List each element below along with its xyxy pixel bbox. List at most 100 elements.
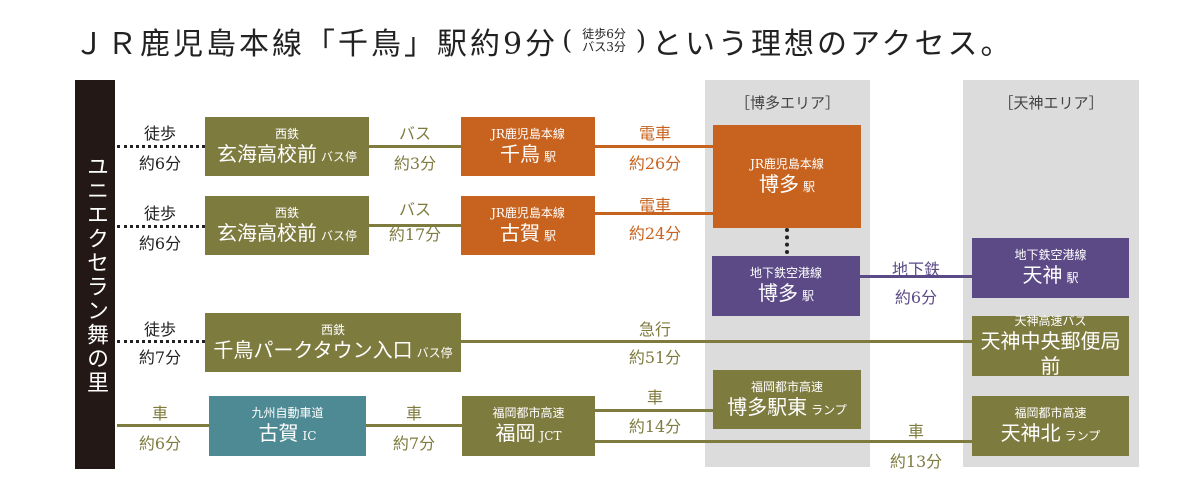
r2-bus-stop-name: 玄海高校前	[216, 220, 317, 245]
title-sub-walk: 徒歩6分	[582, 27, 626, 41]
r2-bus-stop: 西鉄 玄海高校前 バス停	[205, 196, 369, 255]
r4-car1-mode: 車	[151, 404, 168, 423]
tenjin-subway-station: 地下鉄空港線 天神駅	[972, 238, 1129, 298]
r1-bus-stop: 西鉄 玄海高校前 バス停	[205, 117, 369, 176]
r2-station-line: JR鹿児島本線	[491, 205, 565, 220]
title-sub-bus: バス3分	[582, 40, 626, 54]
r3-bus-stop-suffix: バス停	[416, 345, 453, 360]
r1-bus-mode: バス	[398, 124, 431, 143]
r4-junction-road: 福岡都市高速	[492, 406, 565, 420]
page-title: ＪＲ鹿児島本線「千鳥」駅約9分 ( 徒歩6分 バス3分 ) という理想のアクセス…	[74, 16, 1014, 66]
hakata-area-label: ［博多エリア］	[734, 94, 840, 112]
r3-walk-mode: 徒歩	[143, 320, 176, 339]
r4-car4-line	[595, 440, 973, 443]
r1-bus-stop-operator: 西鉄	[274, 126, 299, 141]
hakata-ramp: 福岡都市高速 博多駅東 ランプ	[713, 370, 861, 429]
r3-express-line	[460, 340, 973, 343]
origin-label: ユニエクセラン舞の里	[83, 154, 108, 395]
r4-interchange: 九州自動車道 古賀 IC	[209, 396, 366, 456]
r1-walk-line	[117, 145, 205, 148]
r3-bus-stop-operator: 西鉄	[320, 322, 345, 337]
r4-junction-name: 福岡	[495, 421, 536, 445]
hakata-jr-name: 博多	[758, 171, 799, 196]
title-main-b: という理想のアクセス。	[652, 27, 1014, 62]
r4-interchange-road: 九州自動車道	[251, 406, 324, 420]
origin-bar: ユニエクセラン舞の里	[75, 80, 115, 469]
tenjin-subway-line: 地下鉄空港線	[1014, 248, 1087, 262]
r1-station-line: JR鹿児島本線	[491, 126, 565, 141]
r2-bus-mode: バス	[398, 200, 431, 219]
tenjin-bus-stop: 天神高速バス 天神中央郵便局前	[972, 313, 1129, 378]
r1-station: JR鹿児島本線 千鳥駅	[461, 117, 595, 176]
r2-walk-line	[117, 225, 205, 228]
title-paren-close: )	[635, 26, 647, 56]
r2-station: JR鹿児島本線 古賀駅	[461, 196, 595, 255]
r1-walk-mode: 徒歩	[143, 124, 176, 143]
r4-car3-mode: 車	[646, 388, 663, 407]
r4-car2-time: 約7分	[392, 434, 436, 453]
r3-bus-stop: 西鉄 千鳥パークタウン入口 バス停	[205, 313, 461, 372]
r4-car3-line	[595, 409, 713, 412]
r4-car4-time: 約13分	[889, 452, 943, 471]
hakata-transfer-dots	[785, 228, 793, 254]
r2-bus-stop-operator: 西鉄	[274, 205, 299, 220]
tenjin-subway-suffix: 駅	[1066, 271, 1079, 285]
tenjin-bus-operator: 天神高速バス	[1014, 313, 1087, 328]
r1-train-time: 約26分	[628, 154, 682, 173]
hakata-subway-suffix: 駅	[801, 289, 814, 303]
r4-car1-line	[117, 424, 209, 427]
r1-station-name: 千鳥	[499, 141, 540, 166]
tenjin-ramp-road: 福岡都市高速	[1014, 406, 1087, 420]
r3-express-mode: 急行	[638, 320, 671, 339]
r4-car2-mode: 車	[405, 404, 422, 423]
r2-bus-line	[369, 224, 461, 227]
r4-car2-line	[366, 424, 462, 427]
r1-bus-line	[369, 145, 461, 148]
r4-interchange-suffix: IC	[302, 429, 317, 443]
hakata-jr-line: JR鹿児島本線	[750, 156, 824, 171]
tenjin-area-label: ［天神エリア］	[998, 94, 1104, 112]
r2-station-name: 古賀	[499, 220, 540, 245]
r2-bus-time: 約17分	[388, 225, 442, 244]
r1-station-suffix: 駅	[543, 149, 556, 164]
subway-line	[860, 275, 973, 278]
tenjin-subway-name: 天神	[1022, 263, 1063, 287]
r4-junction-suffix: JCT	[539, 429, 562, 443]
r2-train-line	[595, 212, 715, 215]
r3-express-time: 約51分	[628, 348, 682, 367]
subway-mode: 地下鉄	[891, 260, 940, 279]
title-paren-open: (	[562, 26, 573, 56]
hakata-ramp-road: 福岡都市高速	[750, 379, 823, 394]
hakata-subway-name: 博多	[757, 281, 798, 305]
r4-car3-time: 約14分	[628, 417, 682, 436]
hakata-subway-station: 地下鉄空港線 博多駅	[712, 256, 860, 316]
r1-train-mode: 電車	[638, 124, 671, 143]
r3-walk-time: 約7分	[138, 348, 182, 367]
tenjin-bus-name: 天神中央郵便局前	[980, 328, 1121, 378]
r2-bus-stop-suffix: バス停	[320, 228, 357, 243]
tenjin-ramp: 福岡都市高速 天神北 ランプ	[972, 396, 1129, 456]
r4-junction: 福岡都市高速 福岡 JCT	[462, 396, 595, 456]
r1-train-line	[595, 145, 715, 148]
hakata-ramp-name: 博多駅東	[727, 394, 808, 419]
title-main-a: ＪＲ鹿児島本線「千鳥」駅約9分	[74, 27, 559, 62]
hakata-jr-suffix: 駅	[802, 179, 815, 194]
r2-station-suffix: 駅	[543, 228, 556, 243]
r1-bus-stop-suffix: バス停	[320, 149, 357, 164]
r4-car1-time: 約6分	[138, 434, 182, 453]
r4-car4-mode: 車	[907, 422, 924, 441]
r1-bus-stop-name: 玄海高校前	[216, 141, 317, 166]
r1-walk-time: 約6分	[138, 154, 182, 173]
tenjin-ramp-suffix: ランプ	[1064, 429, 1101, 443]
r4-interchange-name: 古賀	[258, 421, 299, 445]
hakata-jr-station: JR鹿児島本線 博多駅	[713, 125, 861, 228]
title-subnote: 徒歩6分 バス3分	[582, 28, 626, 54]
r2-walk-time: 約6分	[138, 234, 182, 253]
r2-train-time: 約24分	[628, 224, 682, 243]
hakata-ramp-suffix: ランプ	[811, 402, 847, 417]
r3-walk-line	[117, 340, 205, 343]
tenjin-ramp-name: 天神北	[1000, 421, 1061, 445]
r2-walk-mode: 徒歩	[143, 204, 176, 223]
hakata-subway-line: 地下鉄空港線	[749, 266, 822, 280]
r2-train-mode: 電車	[638, 196, 671, 215]
